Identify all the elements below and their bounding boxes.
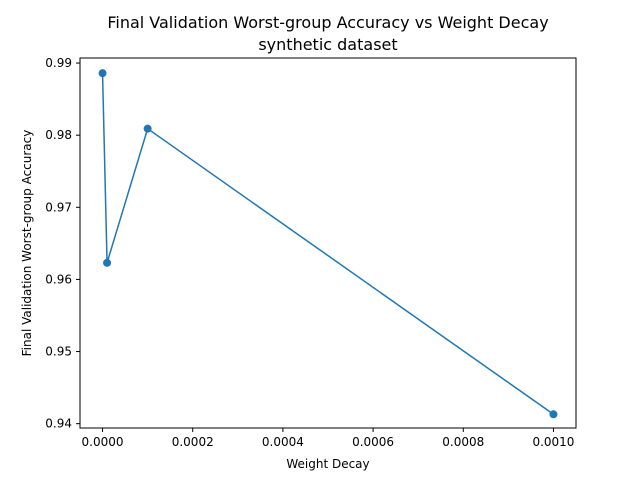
chart-subtitle: synthetic dataset [258,35,397,54]
data-point [549,410,558,419]
series-line [101,73,554,415]
plot-frame [79,57,577,429]
plot-series [98,69,558,419]
y-tick-label: 0.94 [45,417,72,431]
y-axis-label: Final Validation Worst-group Accuracy [20,130,34,357]
y-tick-label: 0.98 [45,128,72,142]
x-ticks: 0.0000 0.0002 0.0004 0.0006 0.0008 0.0010 [82,428,574,449]
y-tick-label: 0.95 [45,345,72,359]
y-tick-label: 0.96 [45,272,72,286]
x-tick-label: 0.0008 [442,435,484,449]
x-tick-label: 0.0010 [532,435,574,449]
chart-title: Final Validation Worst-group Accuracy vs… [107,13,548,32]
x-axis-label: Weight Decay [286,457,369,471]
x-tick-label: 0.0004 [262,435,304,449]
data-point [103,258,112,267]
y-tick-label: 0.99 [45,56,72,70]
x-tick-label: 0.0000 [82,435,124,449]
y-tick-label: 0.97 [45,200,72,214]
data-point [143,124,152,133]
x-tick-label: 0.0002 [172,435,214,449]
y-ticks: 0.94 0.95 0.96 0.97 0.98 0.99 [45,56,80,431]
x-tick-label: 0.0006 [352,435,394,449]
data-point [98,69,107,78]
